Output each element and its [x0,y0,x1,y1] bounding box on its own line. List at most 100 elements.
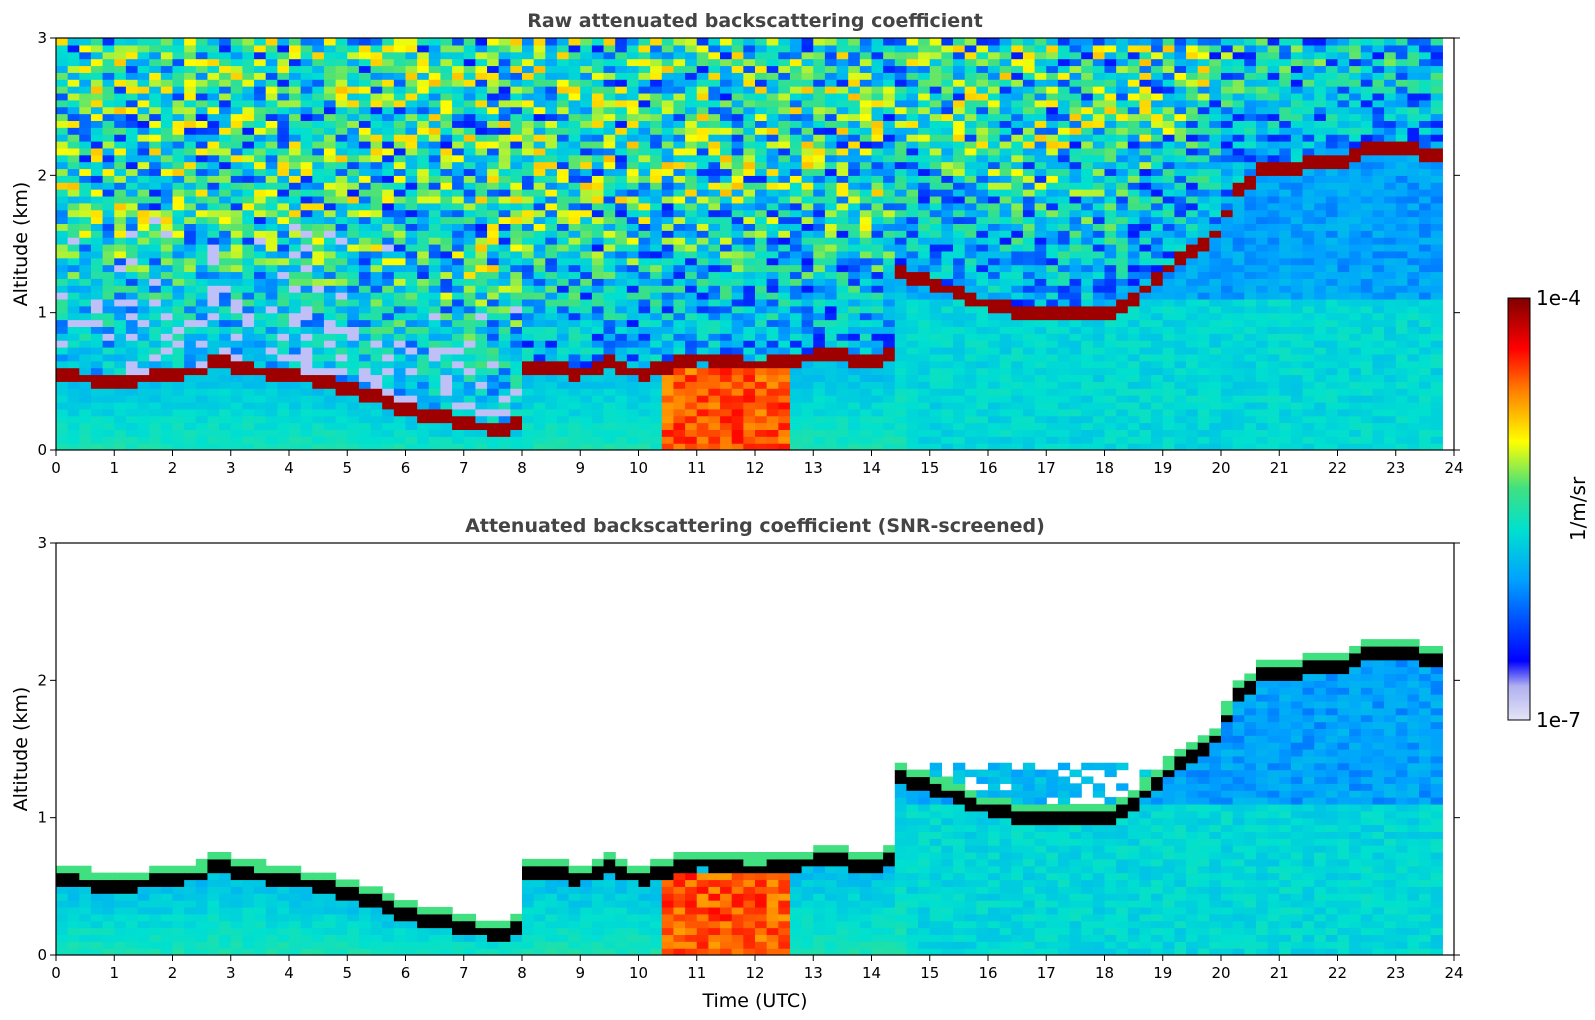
heatmap-cell [452,429,465,437]
heatmap-cell [533,326,546,334]
heatmap-cell [533,202,546,211]
heatmap-cell [615,422,628,430]
heatmap-cell [708,237,721,245]
heatmap-cell [510,161,523,170]
heatmap-cell [172,401,185,410]
heatmap-cell [312,209,325,218]
heatmap-cell [370,395,383,403]
heatmap-cell [568,347,581,355]
heatmap-cell [556,305,570,314]
heatmap-cell [533,72,546,80]
heatmap-cell [964,72,977,80]
heatmap-cell [556,415,570,424]
heatmap-cell [125,51,139,60]
heatmap-cell [685,134,698,142]
heatmap-cell [953,250,966,259]
heatmap-cell [393,175,407,183]
heatmap-cell [230,292,243,300]
heatmap-cell [160,99,174,108]
heatmap-cell [487,395,500,403]
heatmap-cell [56,134,69,142]
heatmap-cell [894,99,908,108]
heatmap-cell [545,408,558,417]
heatmap-cell [265,360,278,369]
heatmap-cell [137,374,150,382]
heatmap-cell [906,230,919,238]
heatmap-cell [172,285,185,293]
heatmap-cell [137,189,150,197]
heatmap-cell [254,305,267,314]
heatmap-cell [242,374,255,382]
heatmap-cell [603,92,616,101]
heatmap-cell [265,216,278,224]
heatmap-cell [941,381,954,389]
heatmap-cell [428,292,442,300]
heatmap-cell [556,44,570,53]
heatmap-cell [242,175,255,183]
heatmap-cell [743,51,756,60]
heatmap-cell [300,195,313,204]
heatmap-cell [347,326,360,334]
heatmap-cell [160,168,174,176]
heatmap-cell [487,216,500,224]
heatmap-cell [265,154,278,163]
heatmap-cell [964,298,977,307]
heatmap-cell [277,395,290,403]
heatmap-cell [56,381,69,389]
heatmap-cell [370,381,383,389]
heatmap-cell [894,237,908,245]
heatmap-cell [685,209,698,218]
heatmap-cell [964,230,977,238]
heatmap-cell [685,141,698,149]
heatmap-cell [382,127,395,135]
heatmap-cell [941,99,954,108]
heatmap-cell [230,51,243,60]
heatmap-cell [440,367,453,376]
heatmap-cell [859,422,873,430]
heatmap-cell [953,99,966,108]
heatmap-cell [382,195,395,204]
heatmap-cell [405,134,418,142]
heatmap-cell [522,237,535,245]
heatmap-cell [254,340,267,348]
heatmap-cell [1022,388,1036,396]
heatmap-cell [591,120,605,128]
heatmap-cell [242,38,255,46]
heatmap-cell [859,250,873,259]
heatmap-cell [789,127,803,135]
heatmap-cell [1011,443,1024,450]
heatmap-cell [755,58,768,67]
heatmap-cell [184,333,197,341]
heatmap-cell [859,58,873,67]
heatmap-cell [801,216,814,224]
heatmap-cell [405,305,418,314]
heatmap-cell [743,147,756,156]
heatmap-cell [626,175,640,183]
heatmap-cell [941,106,954,115]
heatmap-cell [696,278,709,286]
heatmap-cell [836,353,849,362]
heatmap-cell [498,113,511,121]
heatmap-cell [79,298,92,307]
heatmap-cell [487,436,500,444]
heatmap-cell [580,120,593,128]
heatmap-cell [230,202,243,211]
heatmap-cell [626,298,640,307]
heatmap-cell [988,182,1001,190]
heatmap-cell [335,92,348,101]
heatmap-cell [370,72,383,80]
heatmap-cell [312,195,325,204]
heatmap-raw [56,38,1443,450]
heatmap-cell [184,415,197,424]
heatmap-cell [929,237,942,245]
heatmap-cell [90,106,104,115]
heatmap-cell [67,388,80,396]
heatmap-cell [172,360,185,369]
heatmap-cell [323,340,337,348]
heatmap-cell [813,182,826,190]
heatmap-cell [463,141,476,149]
heatmap-cell [859,189,873,197]
heatmap-cell [1022,367,1036,376]
heatmap-cell [417,312,430,321]
heatmap-cell [778,292,791,300]
